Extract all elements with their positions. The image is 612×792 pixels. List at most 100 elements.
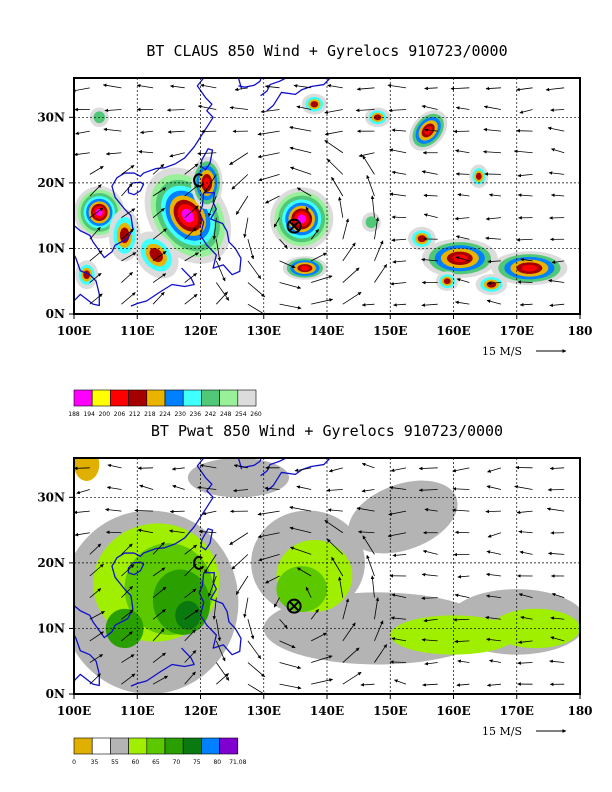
colorbar-swatch	[164, 737, 184, 755]
colorbar-label: 212	[129, 411, 141, 418]
wind-vector	[358, 530, 375, 534]
pwat-cell	[105, 608, 144, 649]
x-tick-label: 160E	[436, 704, 470, 718]
wind-vector	[169, 529, 185, 534]
colorbar-label: 224	[159, 411, 171, 418]
wind-vector	[453, 617, 470, 622]
wind-vector	[549, 466, 565, 471]
wind-vector	[184, 671, 196, 685]
wind-vector	[454, 216, 470, 221]
colorbar-label: 242	[205, 411, 217, 418]
wind-vector	[389, 192, 407, 197]
wind-vector	[305, 586, 312, 598]
gyre-center-marker	[286, 598, 302, 614]
wind-vector	[549, 659, 565, 664]
wind-vector	[199, 463, 217, 469]
wind-vector	[75, 130, 90, 136]
wind-vector	[389, 660, 407, 664]
pwat-cell	[175, 600, 201, 630]
x-tick-label: 110E	[120, 324, 154, 338]
wind-vector	[424, 128, 438, 132]
colorbar-swatch	[237, 389, 257, 407]
wind-vector	[279, 239, 288, 249]
wind-vector	[171, 467, 185, 471]
gyre-center-marker	[286, 218, 302, 234]
coastline	[74, 458, 214, 687]
wind-vector	[392, 260, 407, 264]
wind-vector	[421, 257, 438, 262]
y-tick-label: 0N	[46, 687, 65, 701]
wind-vector	[89, 272, 102, 283]
colorbar-label: 236	[190, 411, 202, 418]
wind-vector	[279, 282, 302, 290]
x-tick-label: 120E	[183, 324, 217, 338]
wind-vector	[257, 510, 280, 516]
wind-vector	[390, 467, 407, 473]
wind-vector	[289, 125, 312, 132]
wind-vector	[421, 638, 438, 642]
wind-vector	[235, 195, 249, 215]
wind-vector	[456, 683, 470, 687]
colorbar-label: 188	[68, 411, 80, 418]
wind-vector	[311, 655, 333, 663]
wind-vector	[391, 128, 407, 133]
wind-vector	[516, 510, 533, 515]
wind-vector	[324, 139, 344, 154]
wind-vector	[326, 538, 344, 555]
cloud-cell	[486, 281, 497, 288]
wind-vector	[550, 616, 565, 620]
y-tick-label: 20N	[37, 556, 65, 570]
wind-vector	[513, 149, 533, 154]
wind-vector	[342, 598, 350, 620]
reference-vector-label-pwat: 15 M/S	[482, 725, 522, 738]
reference-vector-claus: 15 M/S	[482, 345, 567, 358]
wind-vector	[247, 239, 255, 260]
wind-vector	[265, 575, 280, 584]
tropical-cyclone-marker	[193, 173, 205, 188]
wind-vector	[455, 106, 470, 110]
wind-vector	[485, 236, 501, 241]
colorbar-label: 70	[173, 759, 181, 766]
wind-vector	[235, 575, 249, 595]
wind-vector	[197, 485, 217, 490]
x-tick-label: 100E	[57, 324, 91, 338]
wind-vector	[121, 165, 135, 175]
wind-vector	[74, 152, 90, 157]
wind-vector	[423, 618, 438, 623]
coastline	[238, 78, 262, 88]
x-tick-label: 160E	[436, 324, 470, 338]
wind-vector	[517, 280, 533, 284]
wind-vector	[279, 662, 302, 670]
wind-vector	[455, 235, 470, 240]
wind-vector	[152, 163, 165, 175]
wind-vector	[152, 609, 166, 620]
colorbar-claus: 188 194 200 206 212 218 224 230 236 242 248 254 260	[68, 389, 262, 418]
x-tick-label: 120E	[183, 704, 217, 718]
colorbar-label: 65	[152, 759, 160, 766]
wind-vector	[89, 631, 104, 642]
wind-vector	[489, 659, 502, 663]
x-tick-label: 140E	[310, 704, 344, 718]
y-tick-label: 0N	[46, 307, 65, 321]
wind-vector	[243, 597, 249, 618]
wind-vector	[152, 541, 165, 555]
wind-vector	[391, 215, 407, 219]
gyre-center-cross	[288, 220, 300, 232]
wind-vector	[421, 596, 438, 600]
wind-vector	[389, 485, 407, 490]
coastline	[266, 78, 331, 112]
wind-vector	[311, 632, 327, 642]
wind-vector	[152, 675, 169, 685]
wind-vector	[216, 673, 229, 685]
coastline	[266, 458, 331, 492]
colorbar-label: 55	[111, 759, 119, 766]
wind-vector	[121, 585, 134, 598]
wind-vector	[424, 507, 438, 512]
wind-vector	[487, 532, 502, 538]
wind-vector	[366, 555, 375, 577]
wind-vector	[169, 152, 185, 158]
wind-vector	[260, 109, 280, 114]
colorbar-label: 0	[72, 759, 76, 766]
x-tick-label: 100E	[57, 704, 91, 718]
